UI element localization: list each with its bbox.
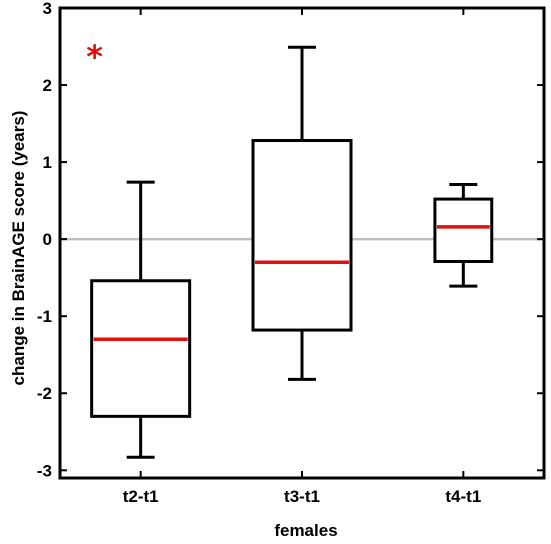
- y-tick-label: -1: [37, 307, 52, 326]
- iqr-box: [251, 139, 353, 332]
- x-axis-label: females: [274, 521, 337, 540]
- x-tick-label: t4-t1: [445, 487, 481, 506]
- y-tick-label: -3: [37, 461, 52, 480]
- outlier-marker: *: [86, 38, 103, 76]
- iqr-box: [433, 197, 494, 263]
- y-tick-label: 2: [43, 76, 52, 95]
- box-t4-t1: [433, 182, 494, 288]
- x-tick-label: t2-t1: [123, 487, 159, 506]
- iqr-box: [90, 279, 192, 418]
- box-t2-t1: *: [86, 38, 192, 459]
- y-tick-label: -2: [37, 384, 52, 403]
- y-tick-label: 0: [43, 230, 52, 249]
- y-tick-label: 3: [43, 0, 52, 18]
- y-tick-label: 1: [43, 153, 52, 172]
- box-t3-t1: [251, 45, 353, 381]
- x-tick-label: t3-t1: [284, 487, 320, 506]
- y-axis-label: change in BrainAGE score (years): [9, 111, 28, 386]
